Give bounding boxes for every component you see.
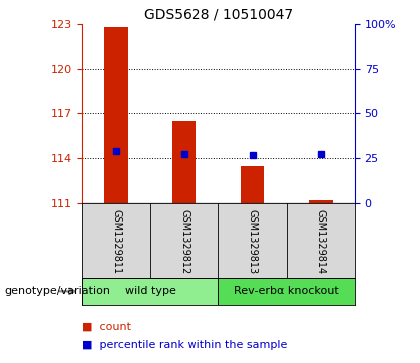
Text: GSM1329814: GSM1329814: [316, 209, 326, 274]
Text: GSM1329813: GSM1329813: [247, 209, 257, 274]
Bar: [309, 200, 333, 203]
Bar: [218, 278, 355, 305]
Bar: [82, 278, 218, 305]
Text: genotype/variation: genotype/variation: [4, 286, 110, 296]
Text: GSM1329812: GSM1329812: [179, 209, 189, 274]
Bar: [241, 166, 265, 203]
Text: ■  count: ■ count: [82, 322, 131, 332]
Text: Rev-erbα knockout: Rev-erbα knockout: [234, 286, 339, 296]
Bar: [172, 121, 196, 203]
Text: wild type: wild type: [125, 286, 176, 296]
Text: GSM1329811: GSM1329811: [111, 209, 121, 274]
Bar: [104, 26, 128, 203]
Text: ■  percentile rank within the sample: ■ percentile rank within the sample: [82, 340, 287, 350]
Title: GDS5628 / 10510047: GDS5628 / 10510047: [144, 7, 293, 21]
